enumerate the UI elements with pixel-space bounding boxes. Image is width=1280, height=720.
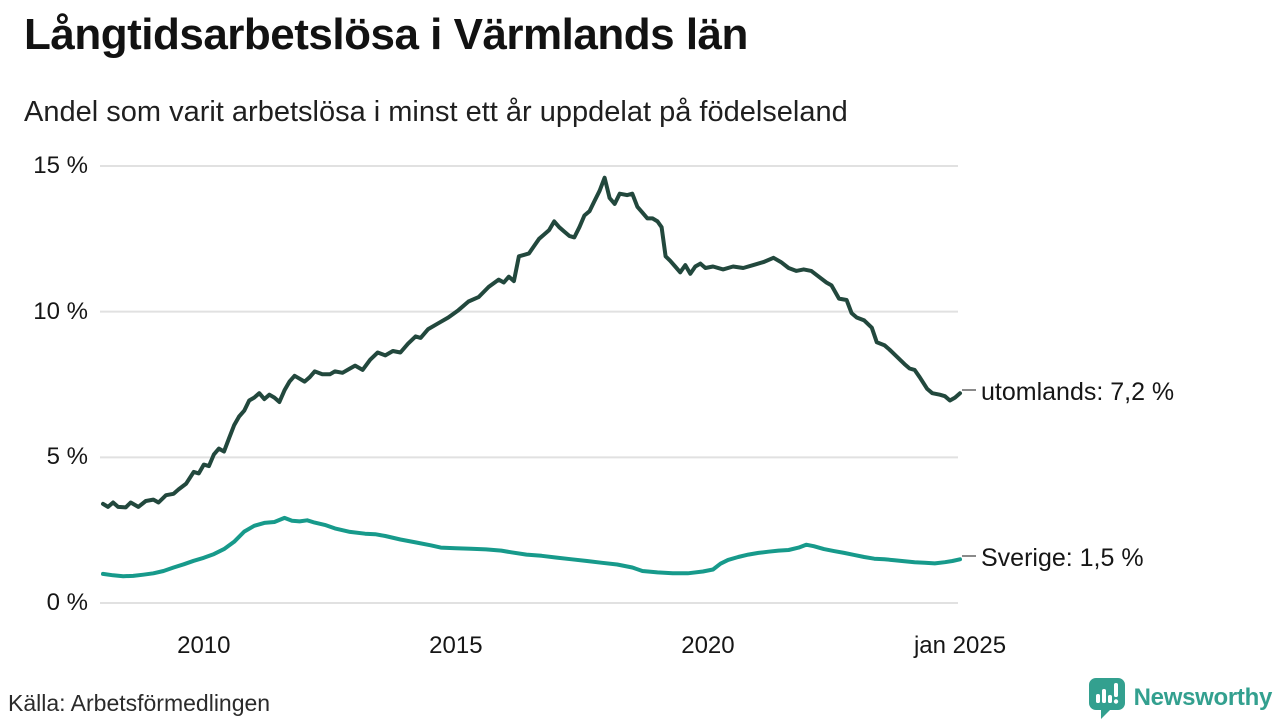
newsworthy-bubble-chart-icon: [1088, 678, 1125, 719]
x-axis-tick-2015: 2015: [429, 632, 483, 659]
y-axis-tick-10: 10 %: [33, 297, 88, 325]
y-axis-tick-15: 15 %: [33, 152, 88, 179]
page-subtitle: Andel som varit arbetslösa i minst ett å…: [24, 96, 848, 128]
series-line-sverige: [101, 515, 962, 579]
page-title: Långtidsarbetslösa i Värmlands län: [24, 10, 748, 59]
label-connector-sverige: [962, 555, 976, 558]
y-axis-tick-5: 5 %: [46, 443, 88, 471]
label-connector-utomlands: [962, 389, 976, 392]
x-axis-tick-jan-2025: jan 2025: [913, 632, 1007, 659]
series-end-label-utomlands: utomlands: 7,2 %: [981, 378, 1175, 407]
series-line-utomlands: [101, 175, 962, 510]
source-note: Källa: Arbetsförmedlingen: [8, 690, 271, 716]
x-axis-tick-2010: 2010: [177, 632, 231, 659]
x-axis-tick-2020: 2020: [681, 632, 735, 659]
y-axis-tick-0: 0 %: [46, 589, 88, 616]
brand-name: Newsworthy: [1133, 684, 1273, 711]
series-end-label-sverige: Sverige: 1,5 %: [981, 544, 1144, 573]
brand-logo: Newsworthy: [1088, 676, 1272, 720]
